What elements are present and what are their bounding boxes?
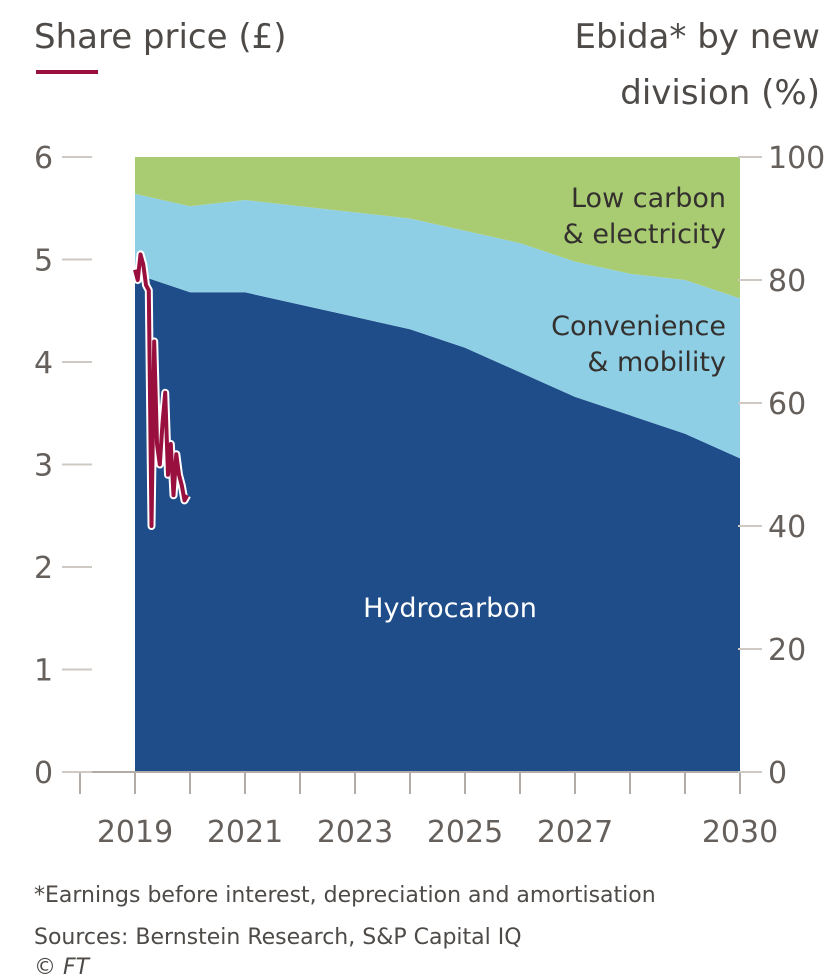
left-tick-label-0: 0 — [34, 756, 53, 791]
x-tick-label-2027: 2027 — [537, 815, 613, 850]
left-tick-label-4: 4 — [34, 346, 53, 381]
right-axis-title-line2: division (%) — [620, 73, 820, 113]
area-label-1-line1: & mobility — [587, 347, 726, 378]
x-tick-label-2030: 2030 — [702, 815, 778, 850]
area-label-0-line0: Hydrocarbon — [363, 593, 537, 624]
ft-credit: © FT — [34, 955, 91, 976]
area-label-2-line1: & electricity — [563, 219, 726, 250]
left-tick-label-2: 2 — [34, 551, 53, 586]
right-axis-title-line1: Ebida* by new — [574, 17, 820, 57]
right-tick-label-100: 100 — [768, 141, 825, 176]
sources-note: Sources: Bernstein Research, S&P Capital… — [34, 925, 522, 950]
left-tick-label-6: 6 — [34, 141, 53, 176]
right-tick-label-20: 20 — [768, 633, 806, 668]
x-tick-label-2023: 2023 — [317, 815, 393, 850]
area-label-1-line0: Convenience — [551, 311, 726, 342]
share-price-line — [133, 252, 190, 528]
left-tick-label-5: 5 — [34, 244, 53, 279]
plot-area: Hydrocarbon Convenience & mobility Low carb… — [131, 157, 740, 772]
left-tick-label-1: 1 — [34, 654, 53, 689]
x-tick-label-2019: 2019 — [97, 815, 173, 850]
left-tick-label-3: 3 — [34, 449, 53, 484]
area-low-carbon-and-electricity — [135, 157, 740, 299]
x-tick-label-2025: 2025 — [427, 815, 503, 850]
area-convenience-and-mobility — [135, 193, 740, 459]
x-tick-label-2021: 2021 — [207, 815, 283, 850]
left-axis-title: Share price (£) — [34, 17, 287, 57]
right-tick-label-0: 0 — [768, 756, 787, 791]
right-tick-label-60: 60 — [768, 387, 806, 422]
right-tick-label-40: 40 — [768, 510, 806, 545]
footnote: *Earnings before interest, depreciation … — [34, 883, 656, 908]
axes: 2019 2021 2023 2025 2027 20300123456020406080… — [34, 141, 825, 850]
area-label-2-line0: Low carbon — [571, 183, 726, 214]
area-hydrocarbon — [135, 273, 740, 772]
right-tick-label-80: 80 — [768, 264, 806, 299]
